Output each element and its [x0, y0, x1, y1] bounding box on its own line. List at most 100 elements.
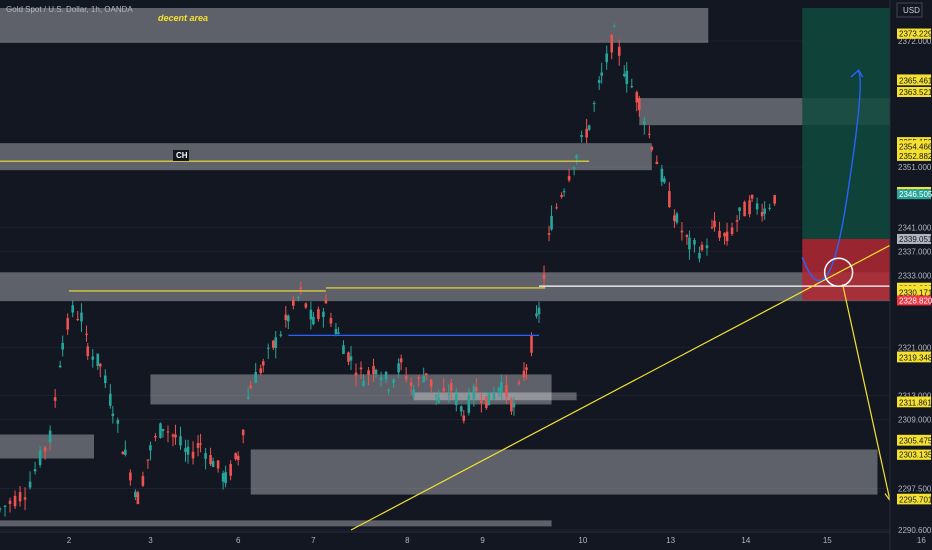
candle-body-144 [605, 53, 609, 63]
candle-body-120 [505, 384, 508, 397]
candle-body-177 [743, 201, 746, 217]
candle-body-62 [261, 361, 265, 366]
candle-body-178 [748, 200, 751, 215]
candle-body-8 [38, 450, 42, 466]
candle-body-76 [322, 311, 325, 318]
candle-body-116 [487, 392, 491, 406]
candle-body-130 [547, 233, 551, 235]
candle-body-35 [149, 445, 152, 451]
y-tick-3: 2337.000 [898, 247, 932, 256]
candle-body-30 [129, 472, 132, 481]
candle-body-176 [738, 207, 741, 212]
candle-body-155 [650, 146, 654, 150]
price-tag-bg-3 [897, 75, 931, 86]
candle-body-125 [525, 367, 528, 370]
candle-body-141 [592, 103, 596, 105]
candle-body-82 [347, 352, 350, 362]
trade-box[interactable] [802, 8, 890, 301]
lines [0, 160, 932, 531]
price-tag-bg-19 [897, 295, 931, 306]
y-tick-4: 2333.000 [898, 271, 932, 280]
price-tag-bg-11 [897, 150, 931, 161]
candles [0, 23, 776, 517]
y-tick-7: 2309.000 [898, 415, 932, 424]
stop-loss-zone[interactable] [802, 238, 890, 301]
candle-body-114 [480, 400, 483, 404]
candle-body-115 [485, 396, 488, 408]
candle-body-98 [412, 389, 415, 397]
candle-body-157 [660, 168, 664, 182]
annotation-decent-area: decent area [158, 13, 208, 23]
candle-body-13 [58, 365, 62, 368]
candle-body-137 [575, 154, 578, 159]
currency-box[interactable] [896, 2, 923, 18]
candle-body-105 [442, 388, 446, 392]
price-tag-bg-25 [897, 435, 931, 446]
candle-body-151 [635, 92, 639, 103]
candle-body-50 [211, 461, 215, 467]
candle-body-79 [334, 328, 338, 335]
candle-body-107 [449, 382, 453, 391]
candle-body-25 [109, 393, 112, 406]
candle-body-121 [510, 398, 513, 412]
candle-body-26 [111, 413, 115, 417]
x-ticks: 2 3 6 7 8 9 10 13 14 15 16 [67, 536, 927, 545]
candle-body-27 [116, 420, 120, 424]
price-tag-bg-27 [897, 449, 931, 460]
zone-bottom [0, 520, 552, 527]
candle-body-80 [337, 332, 340, 334]
candle-body-110 [462, 415, 466, 421]
annotation-ch: CH [176, 151, 188, 160]
candle-body-86 [362, 380, 365, 387]
candle-body-92 [387, 389, 390, 391]
candle-body-90 [379, 377, 383, 381]
candle-body-68 [287, 315, 290, 322]
candle-body-20 [86, 346, 90, 356]
candle-body-51 [216, 460, 220, 469]
candle-body-57 [241, 429, 245, 436]
price-tag-bg-14 [897, 233, 931, 244]
candle-body-33 [141, 476, 145, 486]
candle-body-168 [705, 245, 709, 249]
candle-body-181 [760, 212, 764, 217]
candle-body-31 [134, 491, 137, 498]
price-tag-25: 2305.475 [899, 437, 932, 446]
candle-body-106 [447, 393, 451, 396]
price-tag-23: 2311.861 [899, 398, 932, 407]
price-tag-bg-5 [897, 86, 931, 97]
price-tag-bg-29 [897, 494, 931, 505]
x-tick-2: 6 [236, 536, 241, 545]
candle-body-63 [266, 347, 270, 349]
candle-body-101 [424, 373, 428, 376]
candle-body-131 [550, 216, 553, 230]
candle-body-36 [154, 435, 157, 438]
candle-body-129 [542, 274, 546, 279]
candle-body-53 [224, 472, 227, 484]
price-tag-27: 2303.135 [899, 451, 932, 460]
candle-body-70 [297, 296, 300, 298]
candle-body-60 [254, 372, 258, 383]
candle-body-171 [718, 230, 721, 238]
candle-body-58 [246, 396, 250, 399]
price-tag-bg-13 [897, 189, 931, 200]
candle-body-7 [33, 469, 37, 472]
candle-body-46 [196, 443, 200, 448]
candle-body-87 [367, 370, 370, 375]
candle-body-119 [500, 382, 503, 392]
candle-body-170 [713, 220, 716, 228]
candle-body-37 [159, 423, 162, 438]
candle-body-108 [454, 393, 458, 405]
candle-body-162 [680, 230, 684, 233]
candle-body-163 [685, 235, 689, 237]
candle-body-126 [530, 335, 533, 353]
price-tag-5: 2363.521 [899, 88, 932, 97]
candle-body-56 [236, 455, 240, 461]
candle-body-65 [274, 337, 278, 348]
candle-body-99 [417, 377, 420, 379]
price-tag-9: 2354.466 [899, 142, 932, 151]
candle-body-81 [342, 345, 345, 354]
candle-body-166 [698, 252, 701, 259]
candle-body-103 [434, 394, 438, 397]
candle-body-150 [630, 86, 634, 88]
